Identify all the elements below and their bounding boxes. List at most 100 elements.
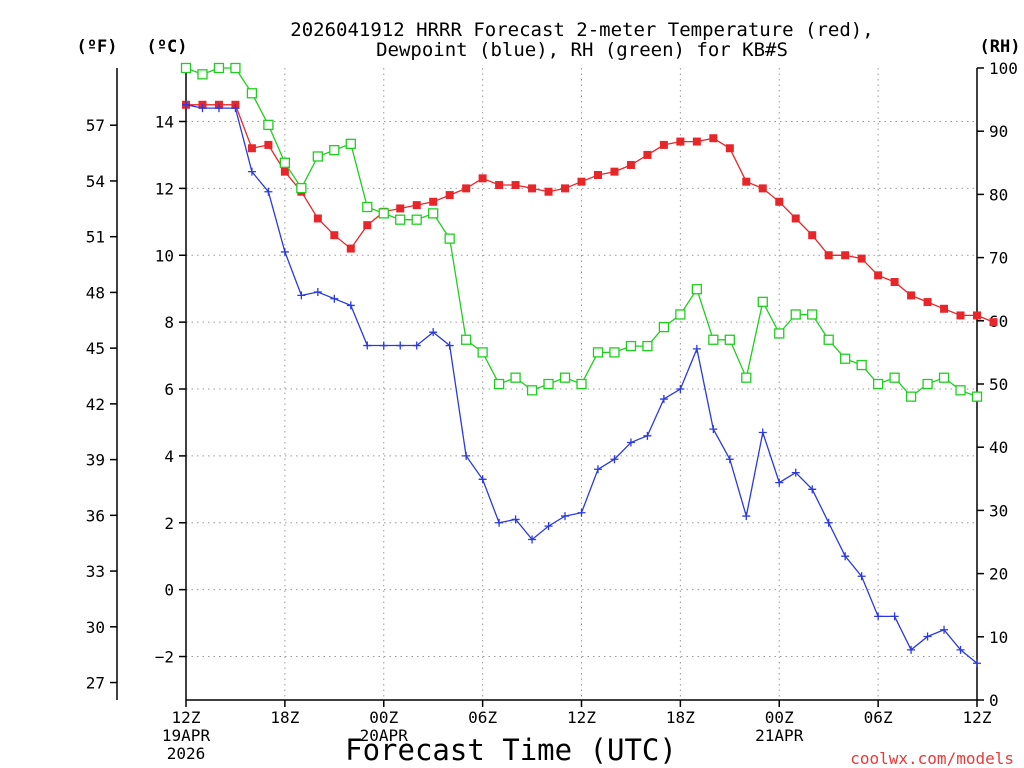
temperature-marker bbox=[791, 214, 800, 223]
fahrenheit-tick-label: 30 bbox=[86, 618, 105, 637]
dewpoint-marker bbox=[940, 625, 949, 634]
fahrenheit-tick-label: 51 bbox=[86, 228, 105, 247]
temperature-marker bbox=[907, 291, 916, 300]
dewpoint-marker bbox=[511, 515, 520, 524]
fahrenheit-tick-label: 42 bbox=[86, 395, 105, 414]
temperature-marker bbox=[940, 304, 949, 313]
rh-marker bbox=[922, 378, 933, 390]
temperature-marker bbox=[462, 184, 471, 193]
temperature-marker bbox=[725, 144, 734, 153]
temperature-marker bbox=[857, 254, 866, 263]
rh-marker bbox=[411, 214, 422, 225]
celsius-tick-label: −2 bbox=[155, 648, 174, 667]
fahrenheit-tick-label: 57 bbox=[86, 116, 105, 135]
dewpoint-marker bbox=[758, 428, 767, 437]
dewpoint-marker bbox=[363, 341, 372, 350]
dewpoint-marker bbox=[808, 485, 817, 494]
dewpoint-marker bbox=[330, 294, 339, 303]
rh-tick-label: 100 bbox=[989, 59, 1018, 78]
rh-marker bbox=[774, 328, 785, 339]
celsius-tick-label: 14 bbox=[155, 113, 174, 132]
celsius-tick-label: 0 bbox=[164, 581, 174, 600]
dewpoint-marker bbox=[429, 328, 438, 337]
temperature-marker bbox=[264, 140, 273, 149]
celsius-tick-label: 4 bbox=[164, 447, 174, 466]
temperature-marker bbox=[923, 298, 932, 307]
rh-marker bbox=[741, 372, 752, 383]
dewpoint-marker bbox=[544, 522, 553, 531]
rh-marker bbox=[708, 334, 719, 345]
dewpoint-marker bbox=[577, 508, 586, 517]
temperature-marker bbox=[989, 318, 998, 327]
celsius-tick-label: 6 bbox=[164, 380, 174, 399]
rh-tick-label: 10 bbox=[989, 628, 1008, 647]
temperature-marker bbox=[412, 201, 421, 210]
dewpoint-marker bbox=[478, 475, 487, 484]
dewpoint-marker bbox=[659, 395, 668, 404]
dewpoint-marker bbox=[412, 341, 421, 350]
rh-marker bbox=[609, 347, 620, 358]
temperature-marker bbox=[808, 231, 817, 240]
temperature-marker bbox=[445, 191, 454, 200]
fahrenheit-tick-label: 39 bbox=[86, 451, 105, 470]
rh-marker bbox=[691, 284, 703, 295]
dewpoint-marker bbox=[445, 341, 454, 350]
rh-marker bbox=[576, 378, 587, 390]
dewpoint-marker bbox=[725, 455, 734, 464]
temperature-marker bbox=[973, 311, 981, 320]
rh-axis-unit: (RH) bbox=[980, 37, 1021, 57]
x-tick-label: 00Z bbox=[765, 708, 794, 727]
dewpoint-marker bbox=[182, 100, 190, 109]
dewpoint-marker bbox=[775, 478, 784, 487]
dewpoint-marker bbox=[561, 512, 570, 521]
x-tick-label: 06Z bbox=[864, 708, 893, 727]
temperature-marker bbox=[396, 204, 405, 213]
dewpoint-marker bbox=[297, 291, 306, 300]
rh-marker bbox=[823, 334, 834, 345]
dewpoint-marker bbox=[610, 455, 619, 464]
rh-marker bbox=[279, 157, 291, 168]
temperature-marker bbox=[495, 181, 504, 190]
rh-marker bbox=[625, 340, 637, 352]
temperature-marker bbox=[478, 174, 487, 183]
rh-marker bbox=[362, 201, 373, 213]
rh-marker bbox=[757, 296, 768, 307]
x-tick-label: 06Z bbox=[468, 708, 497, 727]
credit-text: coolwx.com/models bbox=[850, 749, 1014, 768]
rh-marker bbox=[889, 372, 900, 383]
dewpoint-marker bbox=[857, 572, 866, 581]
dewpoint-marker bbox=[742, 512, 751, 521]
rh-marker bbox=[856, 359, 867, 371]
rh-marker bbox=[955, 385, 966, 396]
fahrenheit-tick-label: 33 bbox=[86, 562, 105, 581]
rh-marker bbox=[872, 378, 884, 390]
temperature-marker bbox=[626, 160, 635, 169]
rh-marker bbox=[246, 88, 258, 99]
temperature-marker bbox=[709, 134, 718, 143]
rh-marker bbox=[230, 62, 241, 74]
rh-marker bbox=[395, 214, 406, 225]
x-tick-date-label: 20APR bbox=[360, 726, 409, 745]
temperature-marker bbox=[758, 184, 767, 193]
dewpoint-marker bbox=[841, 552, 850, 561]
dewpoint-marker bbox=[462, 451, 471, 460]
dewpoint-marker bbox=[643, 431, 652, 440]
temperature-marker bbox=[956, 311, 965, 320]
rh-marker bbox=[724, 334, 735, 345]
rh-marker bbox=[197, 69, 208, 80]
temperature-marker bbox=[874, 271, 883, 280]
rh-marker bbox=[840, 353, 851, 364]
dewpoint-marker bbox=[379, 341, 388, 350]
rh-marker bbox=[428, 208, 439, 219]
rh-marker bbox=[510, 372, 521, 383]
fahrenheit-tick-label: 27 bbox=[86, 674, 105, 693]
temperature-marker bbox=[890, 278, 899, 287]
rh-marker bbox=[790, 309, 801, 320]
rh-marker bbox=[493, 378, 505, 390]
rh-marker bbox=[477, 347, 488, 358]
dewpoint-marker bbox=[973, 659, 981, 668]
temperature-marker bbox=[544, 187, 553, 196]
dewpoint-marker bbox=[346, 301, 355, 310]
